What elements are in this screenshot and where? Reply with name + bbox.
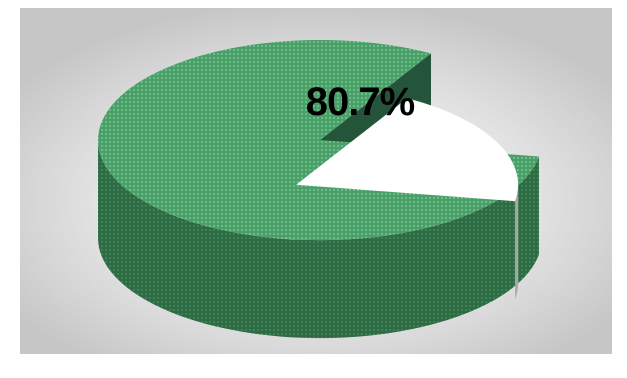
pie-slice-white (296, 98, 519, 300)
pie-slice-green-side-left (97, 140, 539, 339)
pie-slice-white-top (296, 98, 519, 202)
pie-chart: 80.7% (97, 40, 540, 339)
chart-area: 80.7% (20, 8, 612, 354)
pie-slice-white-side (515, 184, 519, 300)
data-label-green: 80.7% (306, 80, 415, 124)
